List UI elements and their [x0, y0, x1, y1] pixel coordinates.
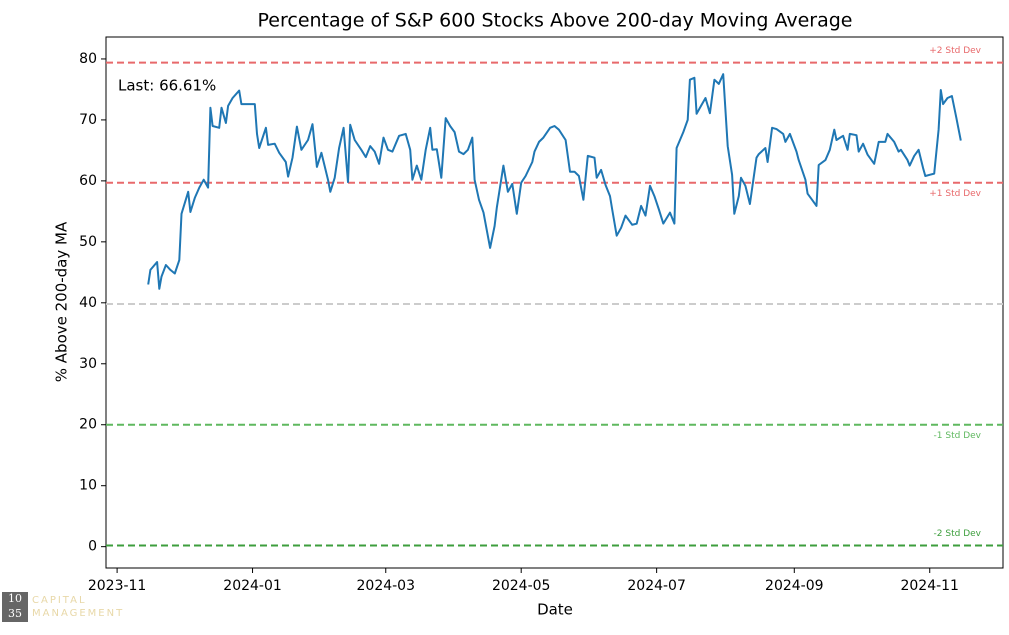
watermark: 10 35 CAPITAL MANAGEMENT [2, 592, 124, 622]
y-tick-label: 20 [79, 417, 97, 433]
y-tick-label: 10 [79, 478, 97, 494]
chart-title: Percentage of S&P 600 Stocks Above 200-d… [258, 10, 853, 32]
y-tick-label: 50 [79, 234, 97, 250]
y-tick-label: 70 [79, 112, 97, 128]
reference-label: +2 Std Dev [929, 46, 981, 56]
annotation: Last: 66.61% [118, 77, 216, 95]
x-tick-label: 2024-09 [765, 578, 824, 594]
reference-label: -2 Std Dev [934, 529, 982, 539]
logo-text: MANAGEMENT [32, 608, 124, 619]
x-tick-label: 2024-05 [492, 578, 551, 594]
y-tick-label: 60 [79, 173, 97, 189]
y-tick-label: 80 [79, 51, 97, 67]
x-tick-label: 2023-11 [88, 578, 147, 594]
data-line [147, 73, 962, 290]
x-tick-label: 2024-11 [900, 578, 959, 594]
plot-frame [105, 36, 1004, 569]
logo-number: 10 [8, 592, 22, 605]
reference-label: +1 Std Dev [929, 189, 981, 199]
x-tick-label: 2024-01 [223, 578, 282, 594]
reference-label: -1 Std Dev [934, 431, 982, 441]
logo-box [2, 592, 28, 622]
logo-text: CAPITAL [32, 595, 87, 606]
logo-number: 35 [8, 607, 22, 620]
y-tick-label: 0 [88, 539, 97, 555]
y-axis-label: % Above 200-day MA [53, 221, 71, 382]
x-axis-label: Date [537, 601, 573, 619]
y-tick-label: 40 [79, 295, 97, 311]
x-tick-label: 2024-07 [627, 578, 686, 594]
y-tick-label: 30 [79, 356, 97, 372]
x-tick-label: 2024-03 [357, 578, 416, 594]
